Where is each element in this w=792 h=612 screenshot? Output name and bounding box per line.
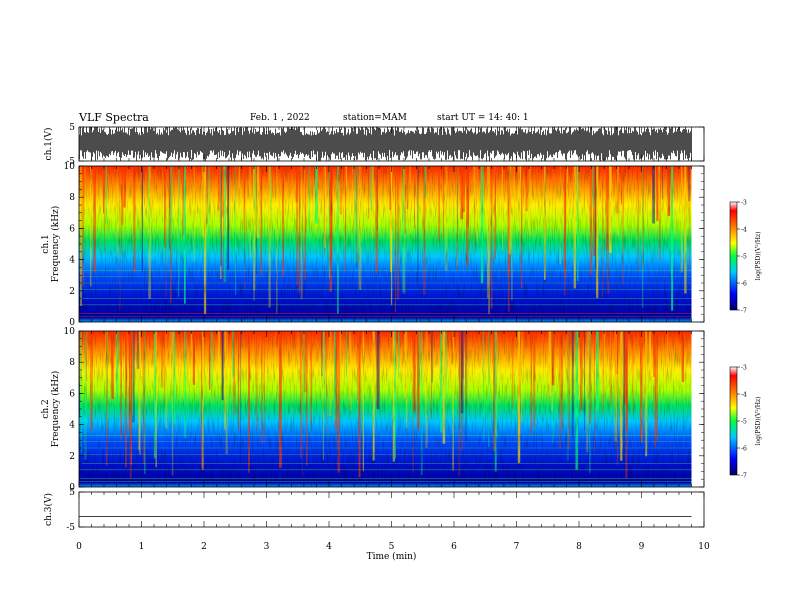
colorbar-tick-label: -6 [741,446,747,453]
ch1-waveform-ylabel: ch.1(V) [43,128,54,161]
ch1-waveform-panel [79,127,692,161]
x-tick-label: 2 [201,542,207,552]
ch2-spectrogram-texture [79,331,692,487]
ch1-spectrogram-ylabel: Frequency (kHz) [50,206,61,283]
colorbar-tick-label: -6 [741,281,747,288]
x-tick-label: 8 [576,542,582,552]
y-tick-label: 6 [69,224,75,234]
ch2-spectrogram-panel [79,331,692,487]
ch3-waveform-ylabel: ch.3(V) [43,493,54,526]
y-tick-label: 10 [64,162,76,172]
x-tick-label: 5 [389,542,395,552]
date-label: Feb. 1 , 2022 [250,113,310,123]
chart-title: VLF Spectra [79,111,149,124]
y-tick-label: 8 [69,193,75,203]
colorbar-tick-label: -7 [741,473,747,480]
y-tick-label: 8 [69,358,75,368]
start-time-label: start UT = 14: 40: 1 [437,113,529,123]
ch2-spectrogram-channel-label: ch.2 [41,399,51,418]
x-tick-label: 1 [139,542,145,552]
y-tick-label: 5 [69,123,75,133]
colorbar-tick-label: -5 [741,419,747,426]
ch2-spectrogram-ylabel: Frequency (kHz) [50,371,61,448]
y-tick-label: 4 [69,256,75,266]
ch1-spectrogram-colorbar-label: log(PSD)(V²/Hz) [755,232,762,281]
ch2-spectrogram-colorbar-label: log(PSD)(V²/Hz) [755,397,762,446]
y-tick-label: 4 [69,421,75,431]
y-tick-label: -5 [66,157,75,167]
ch1-spectrogram-channel-label: ch.1 [41,234,51,253]
station-label: station=MAM [343,113,407,123]
y-tick-label: 2 [69,452,75,462]
x-tick-label: 6 [451,542,457,552]
x-tick-label: 10 [698,542,710,552]
y-tick-label: -5 [66,523,75,533]
x-tick-label: 3 [264,542,270,552]
ch1-spectrogram-texture [79,166,692,322]
y-tick-label: 6 [69,389,75,399]
x-tick-label: 4 [326,542,332,552]
colorbar-tick-label: -3 [741,365,747,372]
ch2-spectrogram-colorbar [729,366,738,476]
x-tick-label: 9 [639,542,645,552]
y-tick-label: 0 [69,483,75,493]
colorbar-tick-label: -7 [741,308,747,315]
y-tick-label: 10 [64,327,76,337]
colorbar-tick-label: -4 [741,227,747,234]
ch1-spectrogram-panel [79,166,692,322]
y-tick-label: 0 [69,318,75,328]
x-tick-label: 7 [514,542,520,552]
colorbar-tick-label: -3 [741,200,747,207]
y-tick-label: 2 [69,287,75,297]
ch1-spectrogram-colorbar [729,201,738,311]
ch1-waveform-trace [79,127,692,161]
colorbar-tick-label: -4 [741,392,747,399]
x-axis-label: Time (min) [367,551,417,562]
colorbar-tick-label: -5 [741,254,747,261]
y-tick-label: 5 [69,488,75,498]
x-tick-label: 0 [76,542,82,552]
